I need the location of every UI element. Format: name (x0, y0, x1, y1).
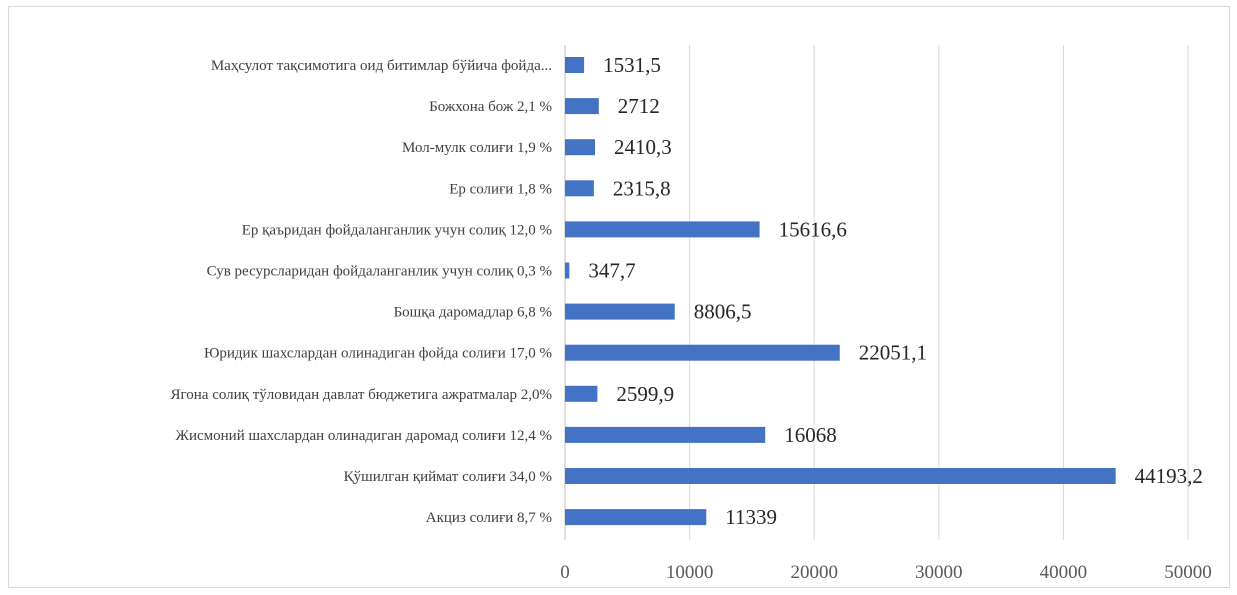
category-label: Сув ресурсларидан фойдаланганлик учун со… (207, 264, 552, 280)
data-label: 8806,5 (694, 300, 752, 324)
category-label: Юридик шахслардан олинадиган фойда солиғ… (204, 346, 552, 362)
bar (565, 262, 570, 279)
data-label: 2315,8 (613, 176, 671, 200)
category-labels: Мaҳсулот тақсимотига оид битимлар бўйича… (170, 58, 552, 526)
category-label: Мaҳсулот тақсимотига оид битимлар бўйича… (211, 58, 552, 74)
bar (565, 303, 675, 320)
category-label: Мол-мулк солиғи 1,9 % (402, 140, 552, 156)
chart-frame (8, 6, 1230, 588)
category-label: Қўшилган қиймат солиғи 34,0 % (344, 469, 552, 485)
bars (565, 57, 1116, 526)
category-label: Ер солиғи 1,8 % (449, 181, 552, 197)
bar (565, 139, 596, 156)
data-label: 2410,3 (614, 135, 672, 159)
x-tick-label: 40000 (1040, 562, 1088, 583)
bar (565, 426, 766, 443)
data-label: 347,7 (588, 259, 635, 283)
data-label: 1531,5 (603, 53, 661, 77)
x-tick-label: 20000 (790, 562, 838, 583)
category-label: Жисмоний шахслардан олинадиган даромад с… (176, 428, 552, 444)
bar (565, 468, 1116, 484)
x-axis-ticks: 0 10000 20000 30000 40000 50000 (560, 562, 1212, 583)
bar (565, 57, 585, 73)
bar (565, 509, 707, 526)
bar (565, 98, 599, 115)
x-tick-label: 50000 (1164, 562, 1212, 583)
gridlines (564, 45, 1189, 540)
category-label: Ер қаъридан фойдаланганлик учун солиқ 12… (242, 222, 552, 238)
data-label: 2599,9 (616, 382, 674, 406)
category-label: Бошқа даромадлар 6,8 % (394, 305, 552, 321)
value-labels: 1531,5 2712 2410,3 2315,8 15616,6 347,7 8806,5… (588, 53, 1203, 529)
data-label: 15616,6 (779, 217, 847, 241)
bar (565, 221, 760, 238)
bar (565, 344, 840, 361)
category-label: Ягона солиқ тўловидан давлат бюджетига а… (170, 387, 552, 403)
data-label: 2712 (618, 94, 660, 118)
bar (565, 180, 594, 197)
category-label: Божхона бож 2,1 % (429, 99, 552, 115)
x-tick-label: 0 (560, 562, 570, 583)
data-label: 11339 (725, 505, 777, 529)
x-tick-label: 10000 (666, 562, 714, 583)
data-label: 22051,1 (859, 341, 927, 365)
category-label: Акциз солиғи 8,7 % (426, 510, 552, 526)
data-label: 16068 (784, 423, 837, 447)
bar (565, 385, 598, 402)
data-label: 44193,2 (1135, 464, 1203, 488)
x-tick-label: 30000 (915, 562, 963, 583)
